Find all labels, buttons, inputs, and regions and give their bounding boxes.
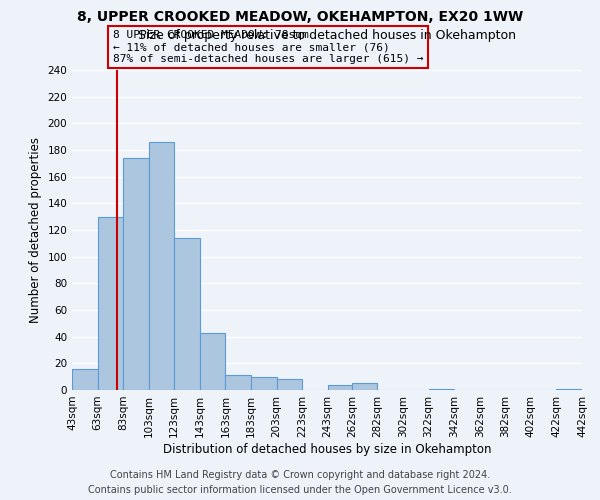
Bar [149,142,174,390]
Bar [328,384,352,390]
Title: Size of property relative to detached houses in Okehampton: Size of property relative to detached ho… [138,30,516,43]
Text: 8, UPPER CROOKED MEADOW, OKEHAMPTON, EX20 1WW: 8, UPPER CROOKED MEADOW, OKEHAMPTON, EX2… [77,10,523,24]
Bar [174,238,200,390]
Bar [428,388,454,390]
Bar [277,380,302,390]
Bar [200,332,226,390]
Text: Contains HM Land Registry data © Crown copyright and database right 2024.
Contai: Contains HM Land Registry data © Crown c… [88,470,512,495]
Bar [556,388,582,390]
Bar [352,384,377,390]
Bar [251,376,277,390]
Bar [98,216,123,390]
Text: 8 UPPER CROOKED MEADOW: 78sqm
← 11% of detached houses are smaller (76)
87% of s: 8 UPPER CROOKED MEADOW: 78sqm ← 11% of d… [113,30,424,64]
Bar [72,368,98,390]
Bar [123,158,149,390]
Bar [226,376,251,390]
X-axis label: Distribution of detached houses by size in Okehampton: Distribution of detached houses by size … [163,442,491,456]
Y-axis label: Number of detached properties: Number of detached properties [29,137,42,323]
